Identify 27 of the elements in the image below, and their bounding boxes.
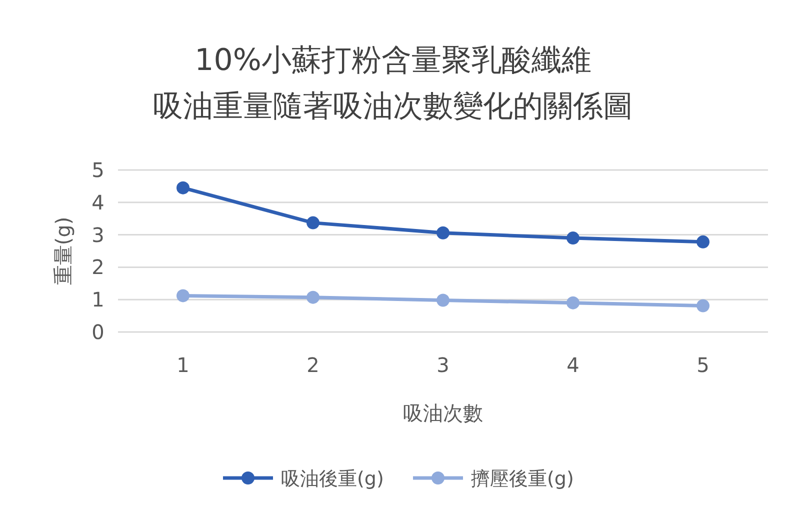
point	[436, 226, 450, 240]
y-tick-label: 1	[92, 288, 104, 312]
y-axis-title: 重量(g)	[51, 216, 75, 286]
point	[436, 294, 450, 307]
x-tick-label: 4	[566, 353, 580, 377]
point	[696, 235, 710, 248]
legend-label: 吸油後重(g)	[281, 468, 384, 490]
point	[306, 290, 320, 304]
y-tick-label: 3	[92, 222, 104, 247]
chart-subtitle: 吸油重量隨著吸油次數變化的關係圖	[153, 89, 633, 124]
y-tick-label: 2	[92, 255, 104, 280]
x-tick-label: 1	[176, 353, 190, 377]
y-tick-label: 5	[92, 158, 104, 182]
point	[176, 289, 190, 302]
y-tick-label: 4	[92, 190, 104, 214]
x-tick-label: 2	[306, 353, 320, 377]
x-axis-title: 吸油次數	[403, 401, 483, 425]
point	[176, 181, 190, 194]
y-tick-label: 0	[92, 320, 104, 344]
point	[306, 216, 320, 230]
chart-title: 10%小蘇打粉含量聚乳酸纖維	[194, 43, 592, 78]
point	[566, 232, 580, 245]
legend-label: 擠壓後重(g)	[471, 468, 574, 490]
x-tick-label: 3	[436, 353, 450, 377]
point	[696, 299, 710, 312]
point	[566, 296, 580, 310]
x-tick-label: 5	[696, 353, 710, 377]
